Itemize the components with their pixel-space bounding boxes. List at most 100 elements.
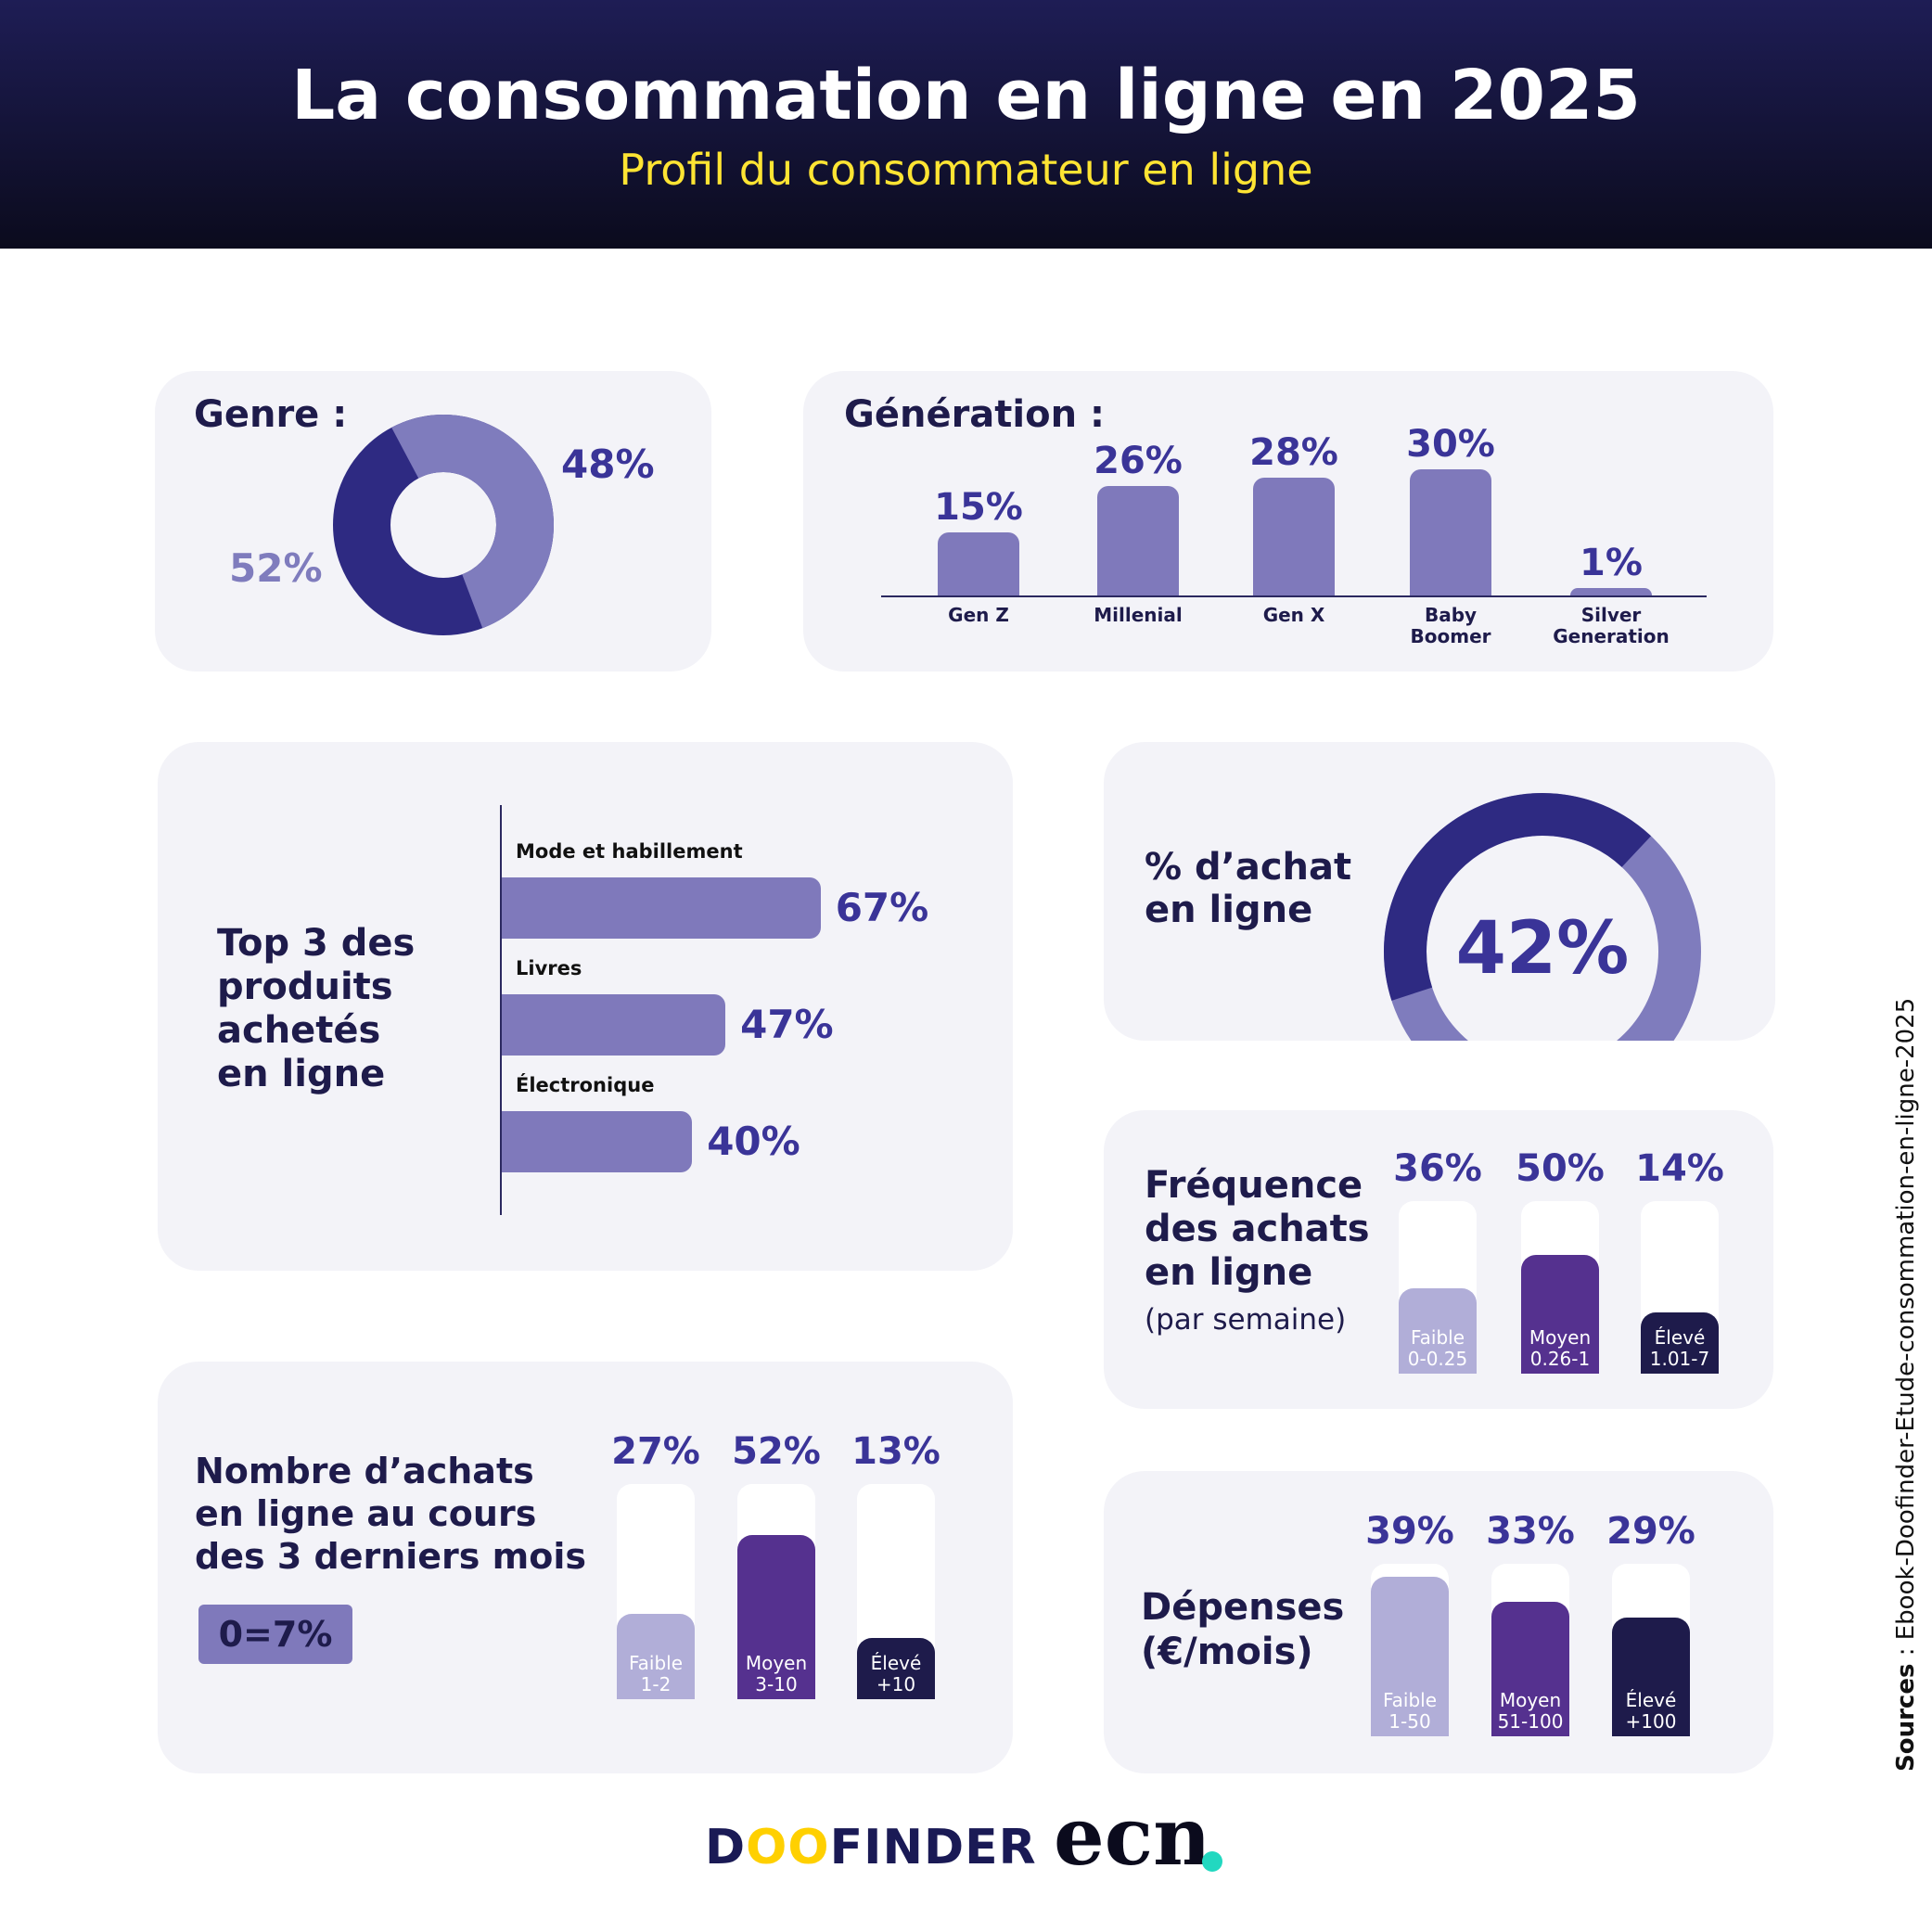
top3-bar-label: Mode et habillement [516,840,743,863]
frequence-col-label: Faible 0-0.25 [1407,1326,1468,1370]
generation-plot: 15% Gen Z 26% Millenial 28% Gen X 30% Baby Boome… [803,371,1773,672]
frequence-col-fill [1521,1255,1599,1374]
genre-slice-52 [391,415,554,629]
depenses-col-track: Moyen 51-100 [1491,1564,1569,1736]
nombre-col-label: Faible 1-2 [628,1652,684,1695]
depenses-col-fill [1491,1601,1569,1736]
generation-bar [1097,485,1179,595]
nombre-col-track: Élevé +10 [857,1484,935,1699]
generation-bar-value: 15% [934,485,1023,529]
frequence-col-value: 36% [1393,1147,1482,1190]
nombre-col-fill [737,1535,815,1699]
frequence-col-track: Moyen 0.26-1 [1521,1201,1599,1374]
genre-donut [333,415,554,635]
generation-heading: Génération : [844,393,1105,436]
source-text: : Ebook-Doofinder-Etude-consommation-en-… [1892,997,1920,1664]
nombre-heading-line-2: en ligne au cours [195,1493,537,1534]
generation-bar [938,531,1019,595]
nombre-heading-line-1: Nombre d’achats [195,1451,534,1491]
generation-bar-label: Millenial [1094,604,1183,626]
nombre-plot: 27% Faible 1-2 52% Moyen 3-10 13% Élevé +10 [158,1362,1013,1773]
generation-bar-value: 1% [1580,542,1643,584]
doofinder-logo-d: D [705,1820,747,1875]
frequence-heading-line-1: Fréquence [1145,1164,1363,1207]
nombre-col-track: Moyen 3-10 [737,1484,815,1699]
achat-heading-line-2: en ligne [1145,889,1313,931]
generation-bar-label: Silver Generation [1553,604,1670,647]
depenses-col-label: Moyen 51-100 [1497,1689,1564,1733]
doofinder-logo-oo: OO [746,1820,830,1875]
nombre-col-value: 52% [732,1430,821,1473]
nombre-card: Nombre d’achats en ligne au cours des 3 … [158,1362,1013,1773]
genre-heading: Genre : [194,393,348,436]
nombre-col-track: Faible 1-2 [617,1484,695,1699]
achat-pct-42: 42% [1455,907,1630,991]
frequence-col-track: Élevé 1.01-7 [1641,1201,1719,1374]
depenses-heading-line-2: (€/mois) [1141,1631,1313,1673]
top3-heading-line-4: en ligne [217,1053,386,1095]
frequence-col-label: Moyen 0.26-1 [1529,1326,1592,1370]
nombre-col-fill [617,1614,695,1699]
depenses-col-label: Faible 1-50 [1382,1689,1438,1733]
generation-bar-label: Baby Boomer [1410,604,1491,647]
achat-card: % d’achat en ligne 42% [1104,742,1775,1041]
page-title: La consommation en ligne en 2025 [291,56,1641,135]
doofinder-logo: DOOFINDER [705,1820,1037,1875]
nombre-heading-line-3: des 3 derniers mois [195,1536,586,1577]
top3-bar-value: 67% [835,885,929,930]
frequence-col-fill [1399,1287,1477,1374]
depenses-col-track: Faible 1-50 [1371,1564,1449,1736]
generation-bar-value: 30% [1406,422,1495,466]
frequence-plot: 36% Faible 0-0.25 50% Moyen 0.26-1 14% Élevé 1.0… [1104,1110,1773,1409]
frequence-col-label: Élevé 1.01-7 [1649,1326,1710,1370]
nombre-col-label: Moyen 3-10 [745,1652,808,1695]
top3-heading-line-3: achetés [217,1009,381,1052]
generation-bar [1570,588,1652,595]
top3-axis [500,805,502,1215]
top3-bar-label: Livres [516,957,582,979]
generation-bar-label: Gen Z [948,604,1009,626]
generation-bar-label: Gen X [1262,604,1325,626]
depenses-col-value: 29% [1606,1510,1695,1553]
depenses-col-value: 33% [1486,1510,1575,1553]
nombre-col-label: Élevé +10 [870,1652,922,1695]
top3-bar [502,994,726,1056]
ecn-logo: ecn [1054,1790,1211,1884]
genre-pct-48: 48% [561,441,655,487]
depenses-heading-line-1: Dépenses [1141,1586,1345,1629]
top3-heading-line-1: Top 3 des [217,922,416,965]
depenses-plot: 39% Faible 1-50 33% Moyen 51-100 29% Élevé +100 [1104,1471,1773,1773]
generation-card: Génération : 15% Gen Z 26% Millenial 28% Gen … [803,371,1773,672]
depenses-col-fill [1371,1577,1449,1736]
generation-bar [1410,468,1491,595]
achat-heading-line-1: % d’achat [1145,846,1352,889]
frequence-heading-line-3: en ligne [1145,1251,1313,1294]
generation-bar-value: 28% [1249,430,1338,474]
top3-card: Top 3 des produits achetés en ligne Mode… [158,742,1013,1271]
source-note: Sources : Ebook-Doofinder-Etude-consomma… [1892,998,1920,1772]
nombre-col-value: 27% [611,1430,700,1473]
achat-gauge-42 [1384,793,1652,1001]
depenses-col-track: Élevé +100 [1612,1564,1690,1736]
top3-bar-value: 40% [707,1119,800,1164]
doofinder-logo-finder: FINDER [829,1820,1037,1875]
generation-bar [1253,477,1335,595]
frequence-col-value: 14% [1635,1147,1724,1190]
achat-gauge [1384,793,1701,1041]
source-label: Sources [1892,1663,1920,1772]
depenses-card: Dépenses (€/mois) 39% Faible 1-50 33% Moyen 5… [1104,1471,1773,1773]
frequence-heading-line-2: des achats [1145,1208,1370,1250]
nombre-col-value: 13% [851,1430,940,1473]
frequence-card: Fréquence des achats en ligne (par semai… [1104,1110,1773,1409]
top3-heading-line-2: produits [217,966,393,1008]
frequence-note: (par semaine) [1145,1303,1347,1337]
top3-bar-value: 47% [740,1002,834,1047]
ecn-logo-dot [1202,1851,1222,1872]
top3-bar [502,877,821,939]
generation-bar-value: 26% [1094,439,1183,482]
frequence-col-fill [1641,1312,1719,1374]
top3-plot: Mode et habillement 67% Livres 47% Électroni… [158,742,1013,1271]
top3-bar-label: Électronique [516,1074,655,1096]
depenses-col-fill [1612,1618,1690,1736]
depenses-col-value: 39% [1365,1510,1454,1553]
